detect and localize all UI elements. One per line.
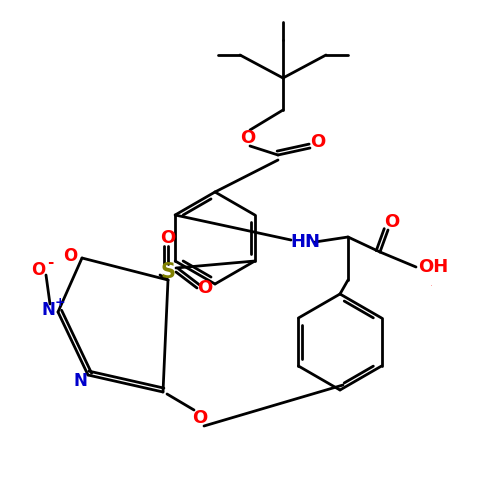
Text: O: O <box>240 129 256 147</box>
Text: O: O <box>384 213 400 231</box>
Text: HO: HO <box>431 284 433 286</box>
Text: O: O <box>192 409 208 427</box>
Text: OH: OH <box>418 258 448 276</box>
Text: O: O <box>31 261 45 279</box>
Text: N: N <box>73 372 87 390</box>
Text: O: O <box>310 133 326 151</box>
Text: N: N <box>41 301 55 319</box>
Text: -: - <box>47 254 53 270</box>
Text: S: S <box>160 262 176 282</box>
Text: O: O <box>198 279 212 297</box>
Text: +: + <box>54 296 66 308</box>
Text: HN: HN <box>290 233 320 251</box>
Text: O: O <box>160 229 176 247</box>
Text: O: O <box>63 247 77 265</box>
